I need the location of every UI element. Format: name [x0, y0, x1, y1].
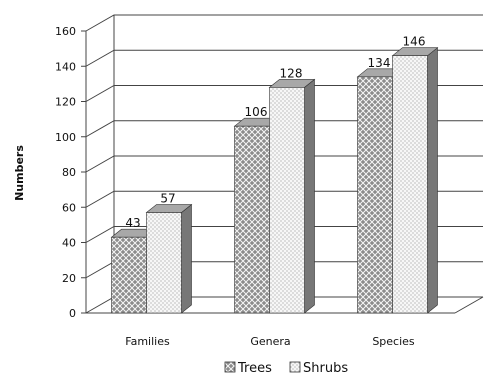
- bar-trees-species: [357, 76, 393, 314]
- y-tick-label: 60: [62, 201, 76, 214]
- y-tick-label: 160: [55, 25, 76, 38]
- data-label: 146: [403, 35, 426, 49]
- legend-label-shrubs: Shrubs: [303, 361, 348, 376]
- floor-edge-right: [454, 296, 484, 314]
- y-tick-label: 80: [62, 166, 76, 179]
- x-tick-label: Genera: [250, 335, 290, 348]
- y-tick-label: 140: [55, 60, 76, 73]
- x-tick-label: Families: [125, 335, 170, 348]
- data-label: 134: [368, 56, 391, 70]
- bar-shrubs-species: [392, 55, 428, 314]
- y-axis-title: Numbers: [13, 145, 26, 201]
- y-axis-ticks: 0 20 40 60 80 100 120 140 160: [55, 25, 86, 320]
- bar-shrubs-genera: [269, 87, 305, 314]
- legend: Trees Shrubs: [224, 361, 348, 376]
- data-label: 128: [280, 66, 303, 80]
- y-tick-label: 40: [62, 237, 76, 250]
- category-labels: Families Genera Species: [125, 335, 415, 348]
- x-tick-label: Species: [372, 335, 415, 348]
- y-tick-label: 0: [69, 307, 76, 320]
- bar-shrubs-families: [146, 212, 182, 314]
- bar-side-shrubs: [181, 203, 192, 314]
- bars: [110, 47, 439, 314]
- y-tick-label: 120: [55, 96, 76, 109]
- data-labels: 43 57 106 128 134 146: [125, 35, 425, 231]
- bar-side-shrubs: [427, 47, 438, 314]
- legend-swatch-shrubs: [289, 361, 301, 373]
- data-label: 57: [160, 192, 175, 206]
- bar-trees-genera: [234, 125, 270, 314]
- bar-trees-families: [111, 236, 147, 314]
- data-label: 106: [245, 105, 268, 119]
- y-tick-label: 20: [62, 272, 76, 285]
- bar-side-shrubs: [304, 78, 315, 314]
- y-tick-label: 100: [55, 131, 76, 144]
- gridline: [85, 14, 483, 32]
- data-label: 43: [125, 216, 140, 230]
- legend-swatch-trees: [224, 361, 236, 373]
- legend-label-trees: Trees: [237, 361, 272, 376]
